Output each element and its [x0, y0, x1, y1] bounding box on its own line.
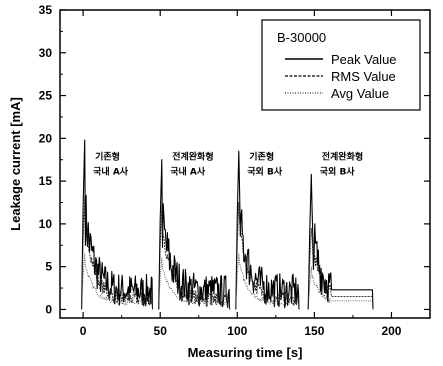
legend: B-30000 Peak Value RMS Value Avg Value: [261, 19, 421, 111]
y-tick-label-25: 25: [39, 89, 53, 103]
legend-entry-avg: Avg Value: [331, 86, 389, 101]
segment-label-line1-2: 전계완화형: [172, 151, 213, 163]
segment-1: [81, 139, 154, 310]
segment-4: [307, 173, 374, 310]
y-axis-label: Leakage current [mA]: [8, 97, 23, 231]
legend-title: B-30000: [277, 30, 326, 45]
segment-label-line1-4: 전계완화형: [322, 151, 363, 163]
x-tick-label-100: 100: [227, 324, 247, 338]
x-tick-label-50: 50: [154, 324, 168, 338]
segment-label-line1-3: 기존형: [249, 151, 274, 163]
series-avg-value-segment-3: [235, 253, 300, 310]
segment-label-line2-3: 국외 B사: [247, 165, 283, 177]
y-tick-label-20: 20: [39, 131, 53, 145]
series-avg-value-segment-1: [81, 253, 153, 310]
series-rms-value-segment-1: [81, 197, 153, 310]
segment-label-line2-4: 국외 B사: [320, 165, 356, 177]
series-avg-value-segment-2: [158, 257, 230, 310]
legend-entry-peak: Peak Value: [331, 52, 397, 67]
segment-label-line1-1: 기존형: [95, 151, 120, 163]
axes: 0 5 10 15 20 25 30 35 0 50 100 150 200 Measuring time…: [8, 3, 431, 360]
y-tick-label-15: 15: [39, 174, 53, 188]
series-peak-value-segment-2: [158, 159, 231, 310]
legend-entry-rms: RMS Value: [331, 69, 396, 84]
x-axis-label: Measuring time [s]: [188, 345, 303, 360]
data-layer: [81, 139, 374, 310]
y-tick-label-30: 30: [39, 46, 53, 60]
series-rms-value-segment-4: [307, 227, 374, 310]
plot-frame: [59, 9, 431, 319]
x-tick-label-0: 0: [80, 324, 87, 338]
series-rms-value-segment-3: [235, 202, 300, 310]
series-rms-value-segment-2: [158, 206, 231, 310]
segment-label-line2-1: 국내 A사: [93, 165, 129, 177]
x-tick-label-200: 200: [381, 324, 401, 338]
segment-3: [235, 150, 300, 310]
y-tick-label-10: 10: [39, 217, 53, 231]
segment-2: [158, 159, 231, 310]
y-tick-label-0: 0: [45, 302, 52, 316]
series-peak-value-segment-3: [235, 150, 300, 310]
x-tick-label-150: 150: [304, 324, 324, 338]
series-peak-value-segment-4: [307, 173, 374, 310]
segment-label-line2-2: 국내 A사: [170, 165, 206, 177]
legend-box: [261, 19, 421, 111]
y-tick-label-5: 5: [45, 260, 52, 274]
y-tick-label-35: 35: [39, 3, 53, 17]
series-avg-value-segment-4: [307, 266, 374, 310]
